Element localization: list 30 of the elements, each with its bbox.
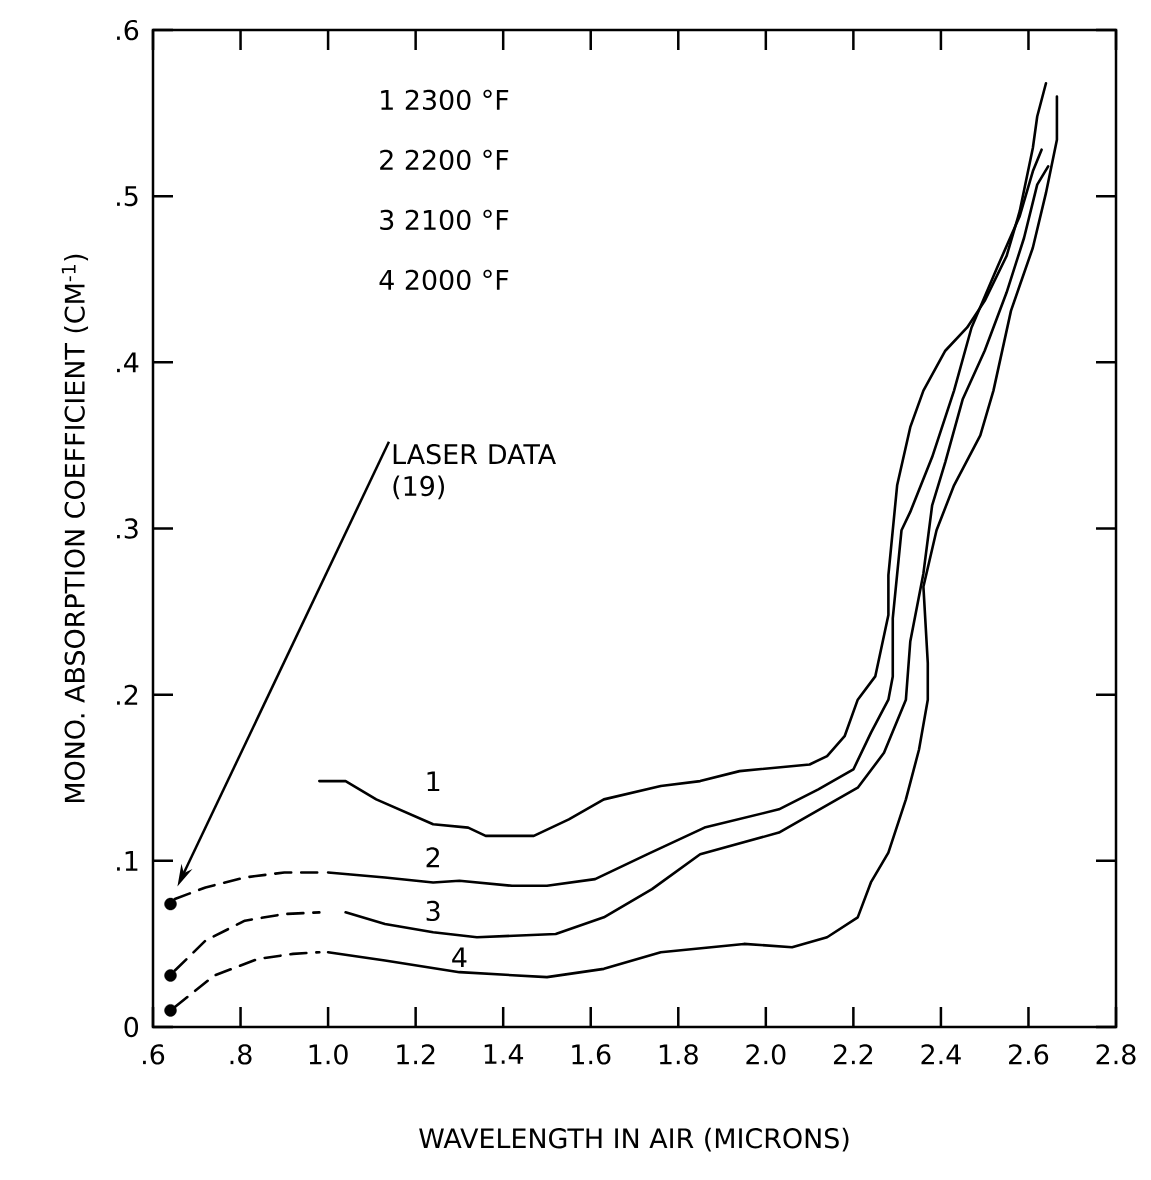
x-tick-label: 2.0 <box>746 1044 786 1065</box>
x-tick-label: 2.4 <box>921 1044 961 1065</box>
series-label: 2 <box>426 847 440 868</box>
x-tick-label: 1.0 <box>309 1044 348 1065</box>
x-tick-label: .8 <box>230 1044 252 1065</box>
annotation: LASER DATA (19) <box>393 443 556 500</box>
series-label: 4 <box>452 947 467 967</box>
annotation: 4 2000 °F <box>379 269 509 291</box>
x-tick-label: 1.8 <box>659 1044 698 1065</box>
x-tick-label: 1.2 <box>397 1044 435 1065</box>
y-axis-title: MONO. ABSORPTION COEFFICIENT (CM$^{-1}$) <box>61 254 89 803</box>
series-label: 3 <box>426 900 440 922</box>
y-tick-label: .2 <box>117 684 138 705</box>
annotation: 3 2100 °F <box>380 209 509 231</box>
annotation: 2 2200 °F <box>380 149 509 171</box>
y-tick-label: .5 <box>117 186 138 207</box>
x-tick-label: .6 <box>143 1044 165 1065</box>
series-label: 1 <box>427 771 440 792</box>
x-tick-label: 2.2 <box>833 1044 873 1065</box>
x-tick-label: 2.6 <box>1009 1044 1049 1065</box>
x-axis-title: WAVELENGTH IN AIR (MICRONS) <box>419 1127 849 1152</box>
x-tick-label: 1.6 <box>572 1044 611 1065</box>
annotation: 1 2300 °F <box>381 89 509 111</box>
y-tick-label: .6 <box>117 19 139 41</box>
y-tick-label: .1 <box>117 851 138 871</box>
y-tick-label: .4 <box>117 352 139 373</box>
x-tick-label: 1.4 <box>484 1044 524 1064</box>
y-tick-label: .3 <box>117 518 138 539</box>
y-tick-label: 0 <box>124 1016 139 1038</box>
x-tick-label: 2.8 <box>1096 1044 1136 1065</box>
